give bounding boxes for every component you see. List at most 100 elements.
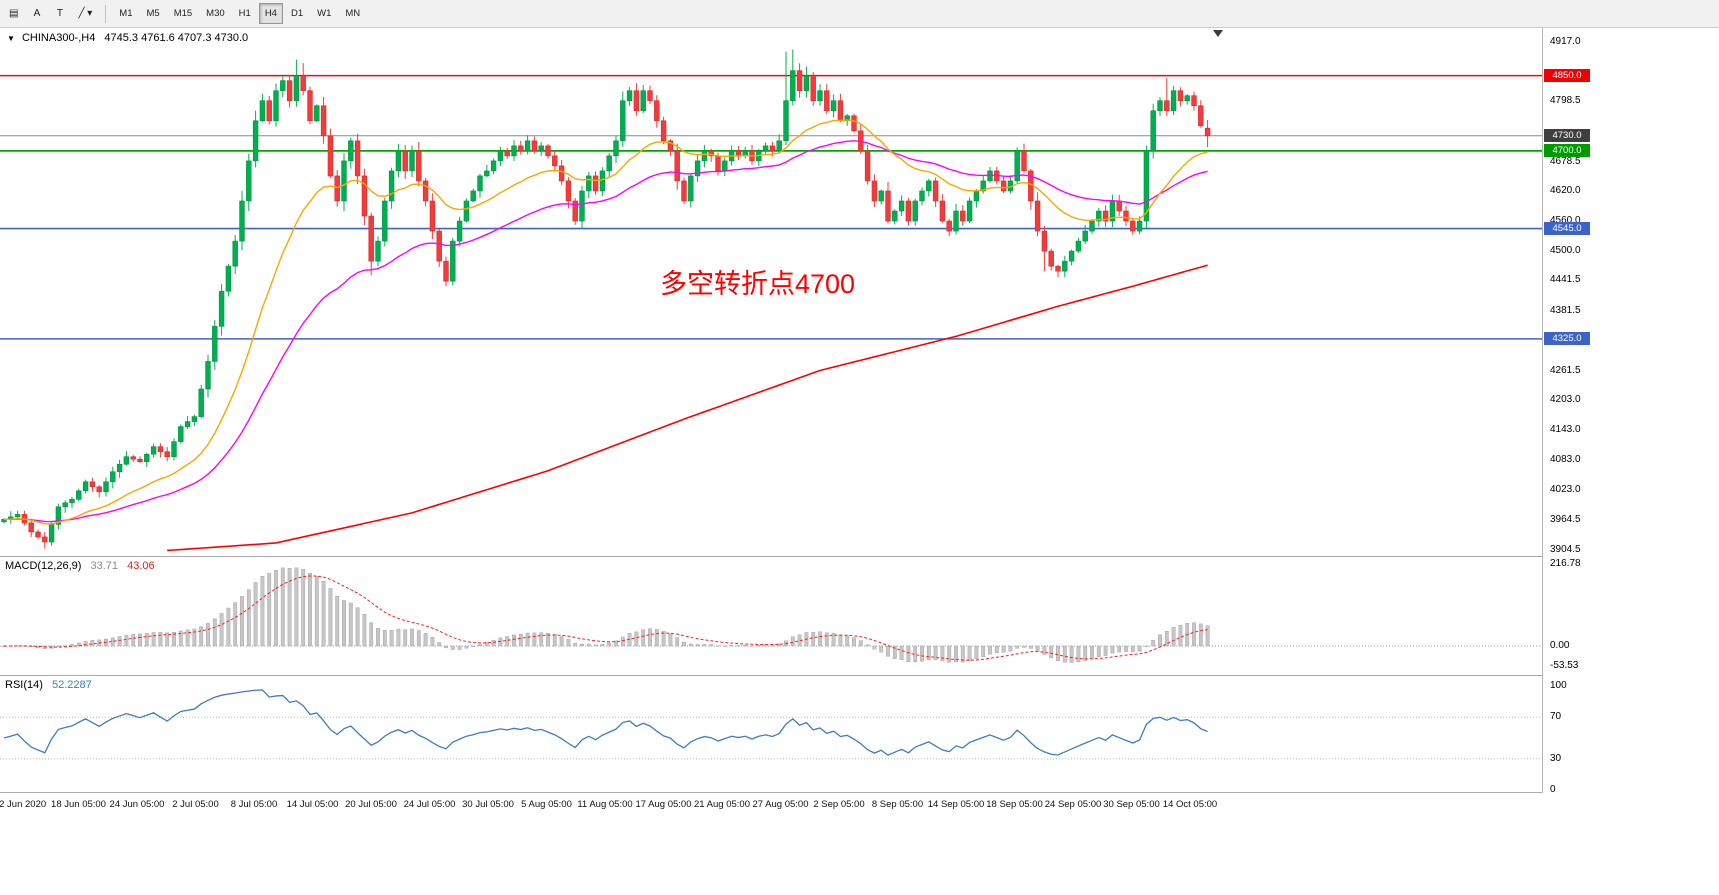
macd-bar <box>920 645 924 662</box>
candle-body <box>463 200 470 222</box>
candle-body <box>96 486 102 493</box>
candle-body <box>796 70 803 91</box>
candle-body <box>1157 100 1163 112</box>
timeframe-button-h4[interactable]: H4 <box>258 3 283 24</box>
macd-bar <box>892 645 897 659</box>
price-badge: 4730.0 <box>1544 129 1590 143</box>
candle-body <box>348 140 354 162</box>
candle-body <box>252 120 259 162</box>
collapse-triangle-icon[interactable]: ▼ <box>7 34 15 43</box>
macd-bar <box>824 632 829 647</box>
macd-bar <box>654 629 659 647</box>
macd-bar <box>695 644 700 647</box>
candle-body <box>484 170 490 177</box>
text-tool-icon[interactable]: T <box>49 3 70 24</box>
rsi-panel-svg[interactable] <box>0 676 1542 792</box>
candle-body <box>198 388 204 417</box>
candle-body <box>1123 210 1129 222</box>
candle-body <box>354 140 361 177</box>
candle-body <box>694 160 701 177</box>
macd-bar <box>518 633 523 647</box>
candle-body <box>280 80 286 91</box>
macd-bar <box>144 633 149 647</box>
macd-bar <box>131 634 136 647</box>
ma-slow-line <box>167 264 1208 552</box>
candle-body <box>518 145 524 152</box>
timeframe-button-m15[interactable]: M15 <box>168 3 198 24</box>
time-label: 30 Jul 05:00 <box>462 799 514 810</box>
macd-bar <box>756 645 761 647</box>
candle-body <box>1062 260 1068 272</box>
candle-body <box>293 75 300 102</box>
scroll-to-end-marker[interactable] <box>1213 30 1223 37</box>
macd-bar <box>212 618 217 647</box>
macd-bar <box>1164 630 1169 647</box>
price-chart-svg[interactable] <box>0 28 1542 557</box>
candle-body <box>157 446 164 453</box>
timeframe-button-m5[interactable]: M5 <box>140 3 165 24</box>
macd-bar <box>1192 622 1196 647</box>
price-tick-label: 4023.0 <box>1550 484 1581 496</box>
macd-bar <box>777 643 782 647</box>
candle-body <box>960 210 966 222</box>
macd-bar <box>954 645 958 663</box>
candle-body <box>708 150 714 157</box>
macd-bar <box>396 628 401 647</box>
macd-panel-svg[interactable] <box>0 557 1542 675</box>
candle-body <box>776 140 782 152</box>
macd-bar <box>1083 645 1088 661</box>
timeframe-button-m30[interactable]: M30 <box>200 3 230 24</box>
macd-bar <box>702 644 707 647</box>
chart-text-annotation[interactable]: 多空转折点4700 <box>660 269 856 299</box>
macd-bar <box>688 643 693 647</box>
candle-body <box>715 155 721 172</box>
candle-body <box>572 200 578 222</box>
macd-bar <box>403 629 408 647</box>
panel-separator[interactable] <box>0 556 1719 557</box>
timeframe-button-w1[interactable]: W1 <box>311 3 337 24</box>
candle-body <box>225 265 232 292</box>
candle-body <box>640 90 646 112</box>
candle-body <box>246 160 252 202</box>
candle-body <box>1184 95 1190 102</box>
time-label: 2 Jul 05:00 <box>172 799 219 810</box>
draw-tools-icon[interactable]: ╱ ▾ <box>72 3 98 24</box>
candle-body <box>592 175 599 192</box>
candle-body <box>1075 240 1082 252</box>
candle-body <box>885 190 891 222</box>
timeframe-button-m1[interactable]: M1 <box>113 3 138 24</box>
macd-bar <box>1205 625 1210 647</box>
macd-bar <box>1015 645 1020 649</box>
macd-bar <box>505 636 510 647</box>
ohlc-values: 4745.3 4761.6 4707.3 4730.0 <box>104 32 249 44</box>
price-tick-label: 4560.0 <box>1550 215 1581 227</box>
timeframe-button-h1[interactable]: H1 <box>233 3 257 24</box>
candle-body <box>762 145 769 152</box>
macd-bar <box>1049 645 1054 659</box>
timeframe-button-mn[interactable]: MN <box>339 3 366 24</box>
macd-bar <box>525 632 530 647</box>
macd-bar <box>1069 645 1074 663</box>
candle-body <box>28 522 34 533</box>
cursor-tool-icon[interactable]: A <box>26 3 47 24</box>
candle-body <box>790 70 796 102</box>
timeframe-button-d1[interactable]: D1 <box>285 3 309 24</box>
price-tick-label: 4261.5 <box>1550 364 1581 376</box>
price-badge: 4545.0 <box>1544 222 1590 236</box>
macd-bar <box>716 645 720 647</box>
chart-list-icon[interactable]: ▤ <box>3 3 24 24</box>
price-tick-label: 4441.5 <box>1550 274 1581 286</box>
candle-body <box>538 145 544 152</box>
candle-body <box>1055 265 1061 272</box>
candle-body <box>626 90 633 102</box>
macd-bar <box>1062 645 1067 663</box>
candle-body <box>681 180 687 202</box>
price-tick-label: 4203.0 <box>1550 394 1581 406</box>
candle-body <box>558 165 565 182</box>
panel-separator[interactable] <box>0 675 1719 676</box>
candle-body <box>654 100 660 122</box>
macd-bar <box>172 631 176 647</box>
macd-bar <box>464 645 469 649</box>
candle-body <box>898 200 905 212</box>
candle-body <box>450 240 456 282</box>
